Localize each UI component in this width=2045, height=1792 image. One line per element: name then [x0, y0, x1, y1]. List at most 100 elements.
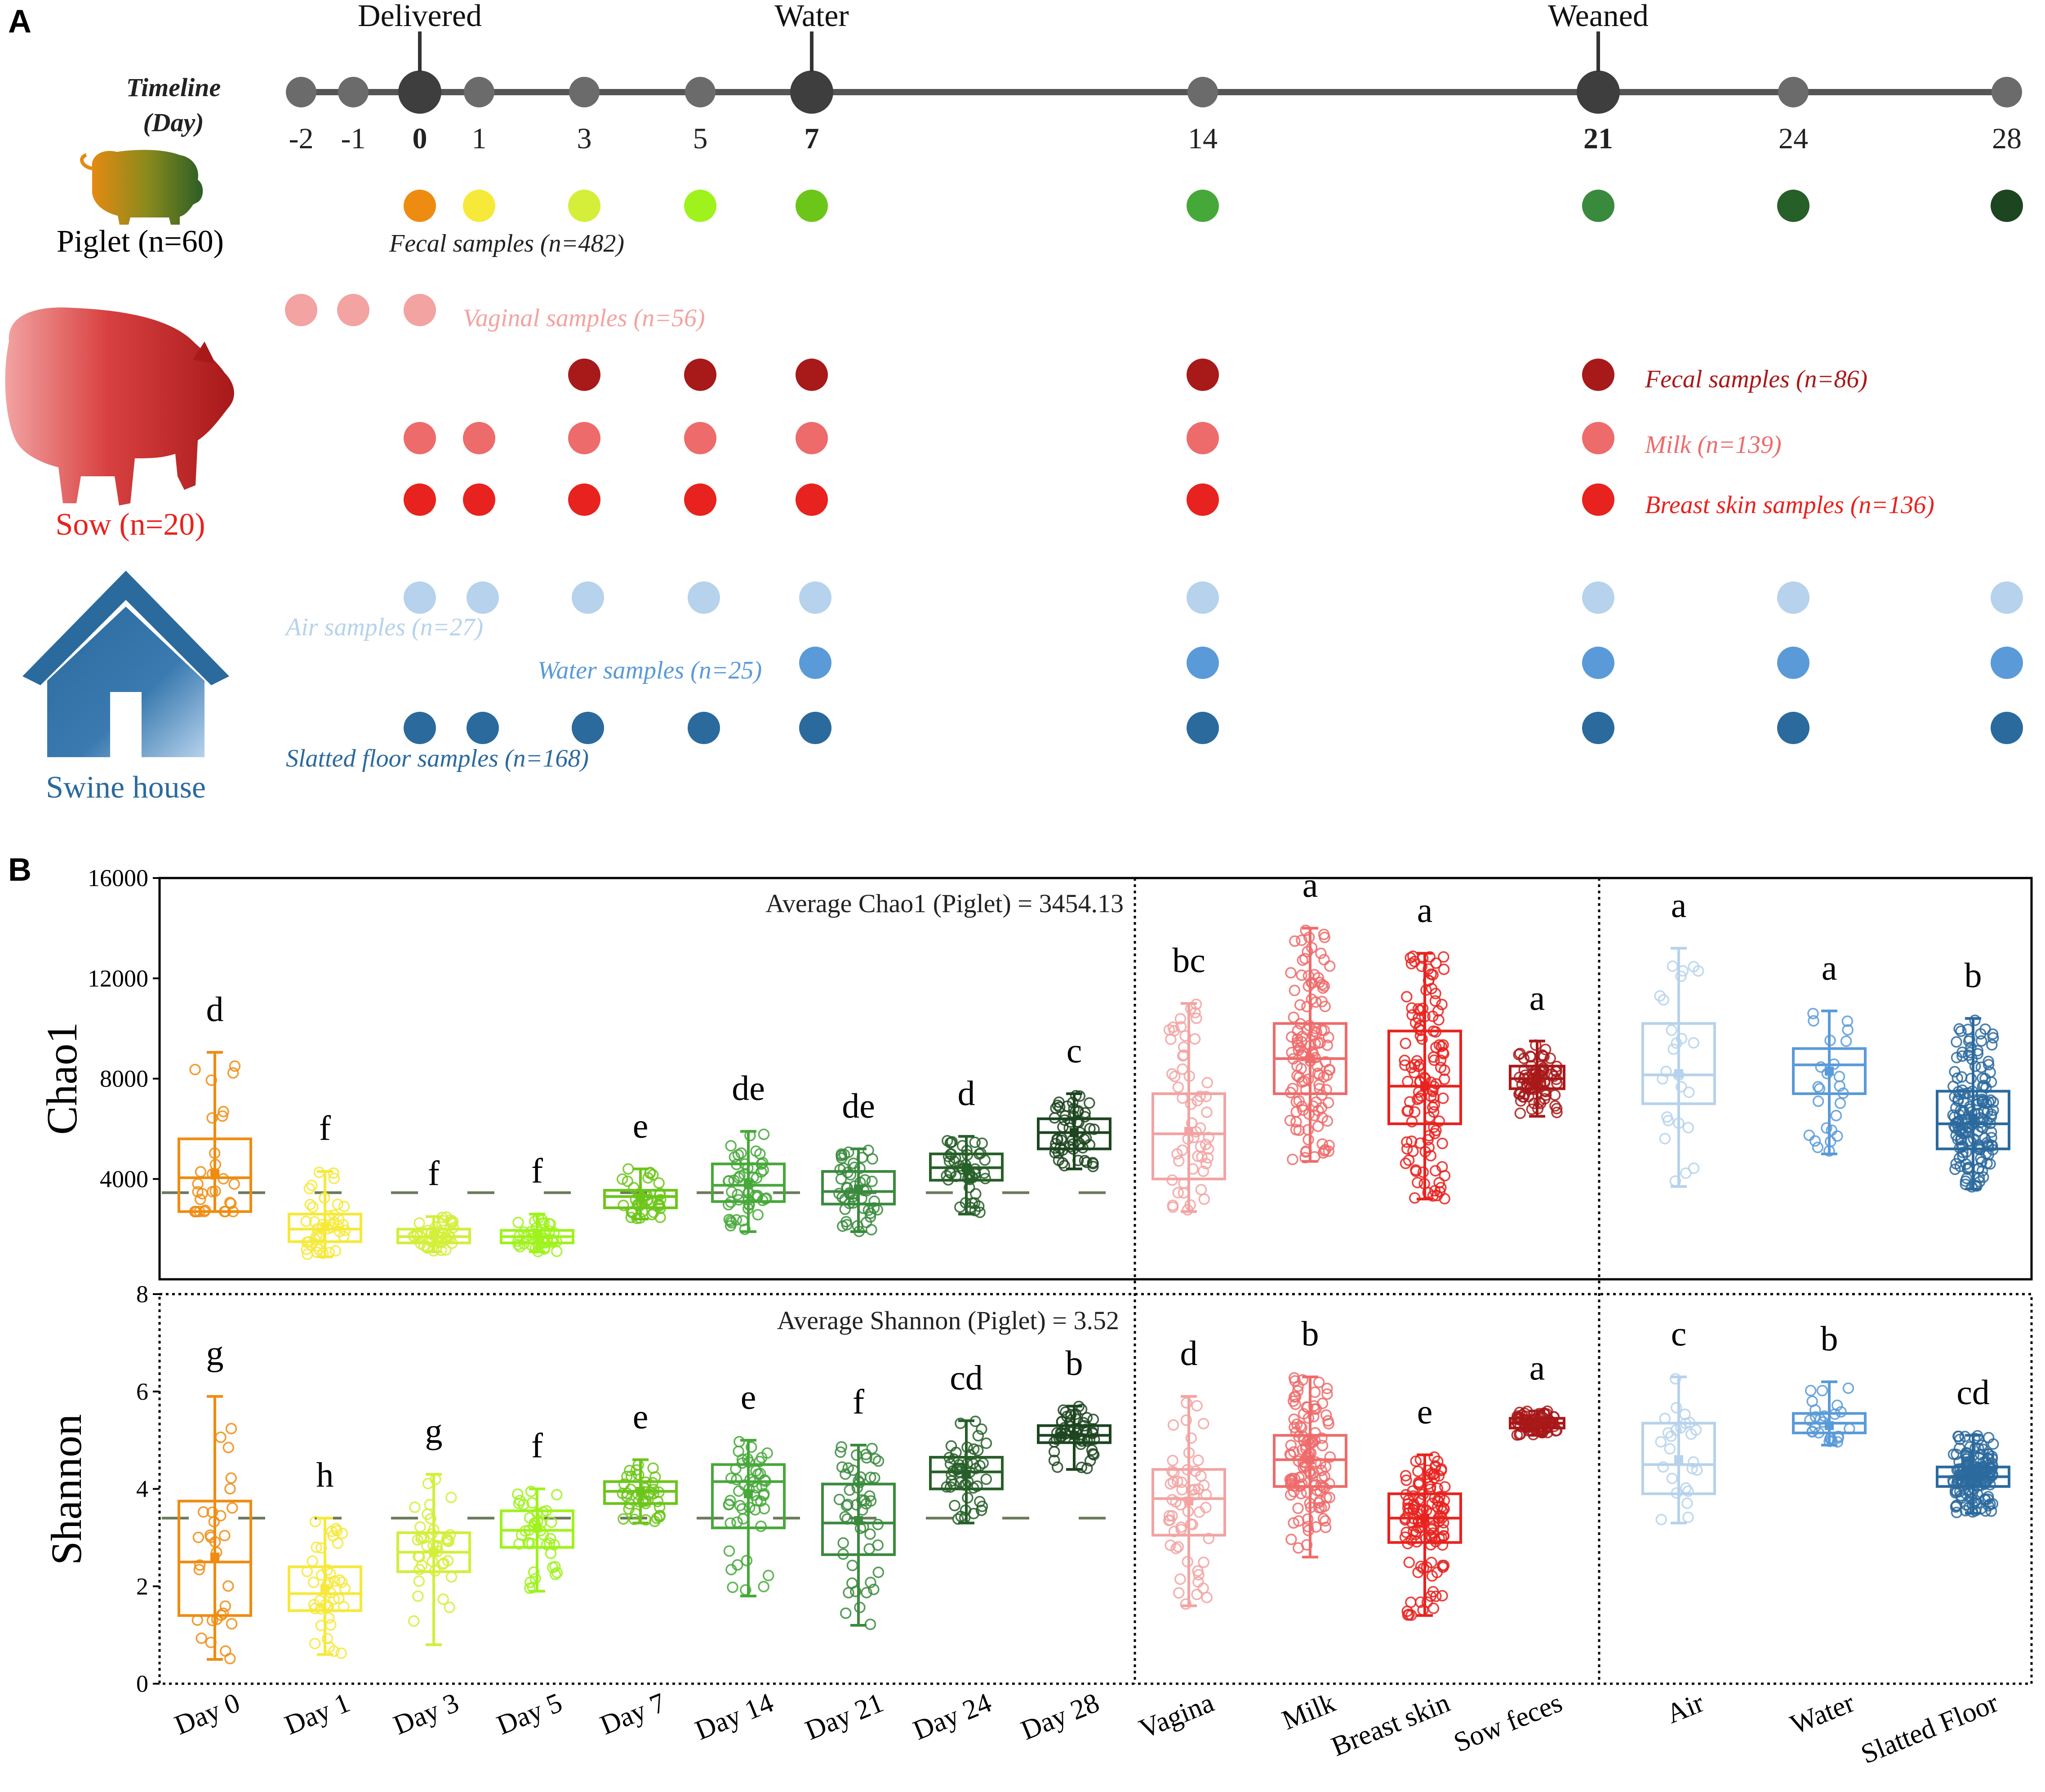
data-point [1683, 1087, 1695, 1098]
data-point [1182, 1464, 1193, 1476]
data-point [1182, 1556, 1193, 1568]
data-point [1832, 1430, 1845, 1442]
data-point [1835, 1406, 1847, 1418]
data-point [976, 1137, 988, 1149]
data-point [1514, 1047, 1526, 1060]
data-point [1823, 1435, 1835, 1447]
sample-dot-house-floor-day-28 [1991, 712, 2023, 744]
data-point [1163, 1024, 1175, 1036]
sample-dot-house-water-day-28 [1991, 647, 2023, 679]
mean-marker [1184, 1496, 1193, 1506]
data-point [977, 1457, 989, 1469]
data-point [1951, 1036, 1962, 1048]
data-point [1173, 1587, 1185, 1599]
significance-letter: d [206, 989, 224, 1029]
swine-house-group-label: Swine house [46, 770, 206, 805]
data-point [1175, 1524, 1187, 1535]
timeline-event-label: Weaned [1548, 0, 1649, 33]
y-tick-label: 6 [136, 1378, 148, 1405]
data-point [1842, 1024, 1854, 1036]
category-label: Air [1662, 1687, 1708, 1730]
data-point [1663, 1115, 1674, 1127]
data-point [1172, 1187, 1184, 1199]
data-point [1670, 1424, 1682, 1436]
data-point [1688, 1037, 1699, 1049]
data-point [1201, 1077, 1213, 1089]
data-point [1832, 1436, 1844, 1448]
data-point [647, 1477, 658, 1489]
data-point [1691, 1464, 1703, 1476]
data-point [840, 1500, 853, 1512]
data-point [1178, 1049, 1190, 1061]
data-point [1400, 1158, 1412, 1169]
data-point [1313, 1502, 1325, 1514]
box-body [1792, 1047, 1867, 1095]
timeline-day-labels: -2 -1 0 1 3 5 7 14 21 24 28 [289, 122, 2022, 155]
data-point [1056, 1132, 1067, 1144]
data-point [1514, 1107, 1526, 1119]
significance-letter: e [1417, 1392, 1433, 1431]
category-label: Breast skin [1327, 1687, 1454, 1762]
timeline-label-line1: Timeline [126, 73, 221, 102]
data-point [1415, 1090, 1427, 1102]
data-point [1428, 1106, 1440, 1118]
data-point [1538, 1062, 1549, 1074]
data-point [1655, 1436, 1667, 1448]
piglet-fecal-label: Fecal samples (n=482) [389, 230, 624, 257]
data-point [1299, 1152, 1311, 1164]
sample-dot-sow-fecal-day-5 [684, 359, 716, 391]
data-point [758, 1488, 770, 1500]
significance-letter: a [1529, 978, 1545, 1017]
mean-marker [1825, 1421, 1834, 1430]
data-point [1949, 1163, 1961, 1175]
data-point [974, 1460, 986, 1472]
data-point [1317, 1513, 1329, 1525]
data-point [1170, 1543, 1182, 1554]
sample-dot-house-water-day-24 [1777, 647, 1809, 679]
data-point [972, 1430, 984, 1442]
data-point [1949, 1066, 1961, 1078]
data-point [529, 1215, 541, 1227]
data-point [1321, 1039, 1334, 1051]
data-point [754, 1148, 766, 1160]
data-point [1805, 1384, 1817, 1397]
data-point [749, 1504, 761, 1516]
significance-letter: d [958, 1073, 975, 1113]
data-point [1528, 1097, 1540, 1109]
data-point [1294, 1420, 1307, 1432]
data-point [1174, 1573, 1186, 1585]
data-point [514, 1495, 526, 1507]
data-point [863, 1543, 875, 1555]
box-day-7: e [603, 1397, 678, 1527]
data-point [197, 1506, 209, 1518]
data-point [1432, 1482, 1444, 1494]
data-point [414, 1230, 426, 1242]
data-point [1522, 1072, 1534, 1083]
data-point [217, 1607, 229, 1619]
data-point [219, 1600, 231, 1612]
data-point [1175, 1021, 1187, 1033]
data-point [1201, 1592, 1213, 1603]
data-point [1960, 1175, 1972, 1187]
box-day-28: b [1037, 1343, 1111, 1474]
data-point [735, 1147, 747, 1159]
data-point [445, 1571, 458, 1583]
data-point [1310, 996, 1322, 1008]
significance-letter: b [1302, 1314, 1319, 1353]
mean-marker [429, 1548, 438, 1557]
data-point [837, 1548, 849, 1560]
data-point [1403, 1557, 1415, 1568]
data-point [1955, 1025, 1967, 1037]
data-point [757, 1164, 769, 1176]
data-point [1515, 1428, 1526, 1440]
data-point [618, 1513, 629, 1525]
data-point [303, 1183, 316, 1194]
data-point [864, 1528, 876, 1540]
data-point [1073, 1401, 1085, 1412]
data-point [1167, 1419, 1179, 1431]
data-point [625, 1483, 637, 1495]
data-point [733, 1194, 745, 1206]
timeline-event-label: Water [774, 0, 849, 33]
data-point [758, 1128, 770, 1140]
data-point [336, 1576, 348, 1588]
